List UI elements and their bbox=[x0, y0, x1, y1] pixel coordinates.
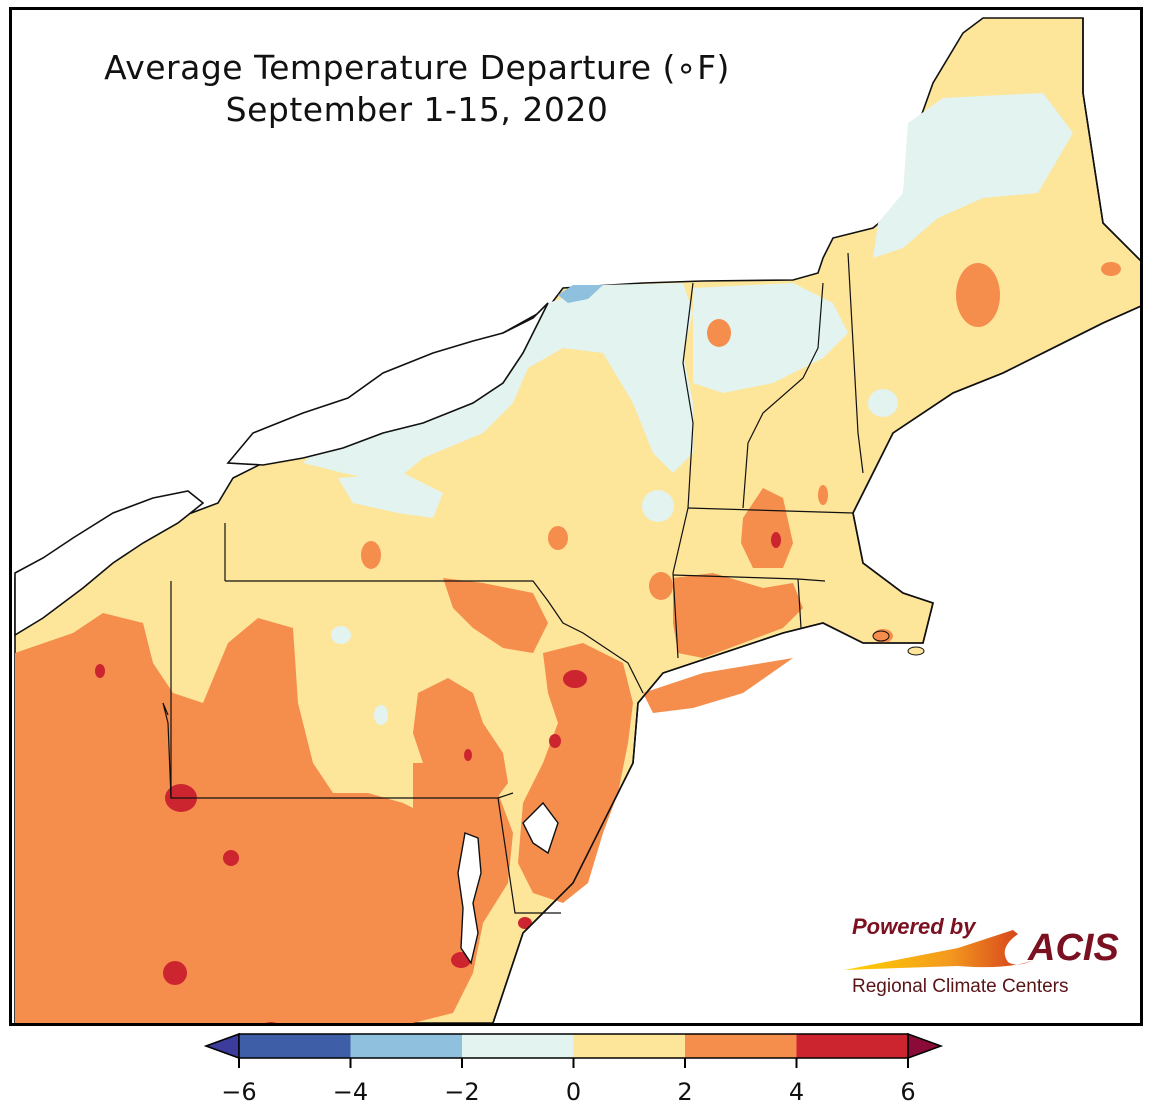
colorbar-tick-label: −6 bbox=[221, 1078, 257, 1106]
cool-area-maine bbox=[873, 93, 1073, 258]
cool-area-lake-erie bbox=[338, 473, 443, 518]
lake-ontario bbox=[226, 302, 549, 466]
cool-spot bbox=[374, 705, 388, 725]
powered-by-text: Powered by bbox=[852, 914, 977, 939]
colorbar-tick-label: −2 bbox=[444, 1078, 480, 1106]
warm-spot bbox=[818, 485, 828, 505]
cold-spot-st-lawrence bbox=[558, 285, 603, 303]
colorbar-legend bbox=[204, 1032, 944, 1068]
colorbar-tick-label: 0 bbox=[565, 1078, 582, 1106]
colorbar-under-arrow bbox=[204, 1032, 240, 1060]
hot-spot bbox=[771, 532, 781, 548]
warm-area-pa-central bbox=[413, 678, 508, 803]
colorbar-bins bbox=[204, 1032, 944, 1060]
warm-spot bbox=[548, 526, 568, 550]
hot-spot bbox=[163, 961, 187, 985]
hot-spot bbox=[95, 664, 105, 678]
map-frame: Powered by ACIS Regional Climate Centers… bbox=[9, 7, 1143, 1026]
acis-text: ACIS bbox=[1027, 927, 1119, 969]
island bbox=[907, 646, 925, 656]
hot-spot bbox=[265, 1022, 277, 1023]
colorbar-bin bbox=[462, 1034, 574, 1058]
colorbar-bin bbox=[239, 1034, 351, 1058]
coastline bbox=[492, 18, 1140, 1023]
warm-spot bbox=[1101, 262, 1121, 276]
hot-spot bbox=[464, 749, 472, 761]
warm-spot bbox=[361, 541, 381, 569]
state-boundaries bbox=[162, 252, 864, 914]
map-title: Average Temperature Departure (∘F) bbox=[104, 48, 730, 87]
warm-area-ct bbox=[673, 573, 803, 658]
cool-spot bbox=[868, 389, 898, 417]
temperature-departure-map bbox=[14, 17, 1140, 1023]
warm-spot bbox=[707, 319, 731, 347]
hot-spot bbox=[518, 917, 532, 929]
cool-spot bbox=[642, 490, 674, 522]
hot-spot bbox=[549, 734, 561, 748]
warm-spot bbox=[956, 263, 1000, 327]
regional-climate-centers-text: Regional Climate Centers bbox=[852, 976, 1069, 997]
chesapeake-bay bbox=[457, 832, 482, 965]
cool-area-vermont bbox=[693, 283, 848, 393]
colorbar-tick-label: 2 bbox=[677, 1078, 693, 1106]
delaware-bay bbox=[522, 801, 559, 855]
map-subtitle: September 1-15, 2020 bbox=[225, 90, 609, 129]
hot-spot bbox=[223, 850, 239, 866]
colorbar-tick-label: −4 bbox=[332, 1078, 369, 1106]
colorbar-tick-label: 4 bbox=[788, 1078, 805, 1106]
acis-logo: Powered by ACIS Regional Climate Centers bbox=[844, 914, 1119, 997]
lake-erie bbox=[14, 490, 205, 637]
colorbar-tick-label: 6 bbox=[900, 1078, 916, 1106]
warm-area-long-island bbox=[643, 658, 793, 713]
colorbar-bin bbox=[685, 1034, 797, 1058]
colorbar-bin bbox=[350, 1034, 462, 1058]
warm-area-pa-ne bbox=[443, 578, 548, 653]
warm-area-ma bbox=[741, 488, 793, 568]
colorbar-bin bbox=[796, 1034, 908, 1058]
colorbar-ticks bbox=[238, 1058, 909, 1068]
island bbox=[872, 630, 890, 642]
warm-area-west bbox=[15, 613, 483, 1023]
colorbar-bin bbox=[573, 1034, 685, 1058]
warm-spot bbox=[649, 572, 673, 600]
hot-spot bbox=[563, 670, 587, 688]
cool-spot bbox=[331, 626, 351, 644]
colorbar-over-arrow bbox=[907, 1032, 944, 1060]
